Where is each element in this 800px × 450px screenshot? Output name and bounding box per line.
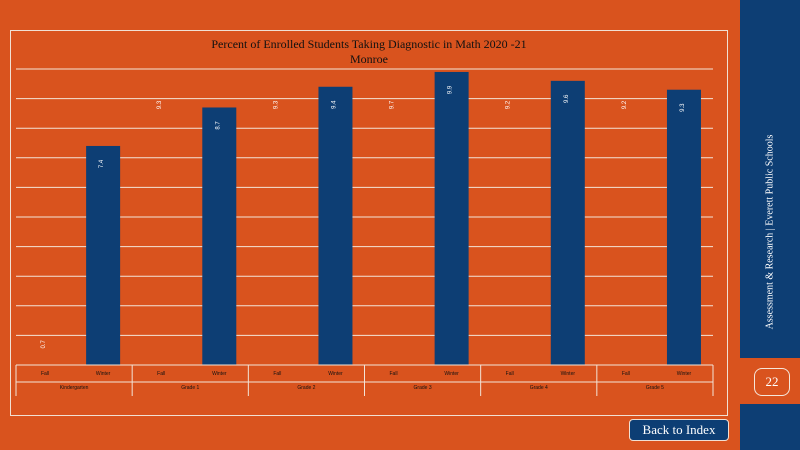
data-label-fall: 0.7 (41, 339, 47, 348)
bar-winter (550, 80, 585, 365)
sidebar-label: Assessment & Research | Everett Public S… (764, 134, 776, 330)
tick-label-season: Winter (96, 371, 111, 377)
tick-label-group: Grade 4 (530, 385, 548, 391)
page-number: 22 (754, 368, 790, 396)
tick-label-group: Grade 3 (414, 385, 432, 391)
tick-label-group: Grade 1 (181, 385, 199, 391)
chart-title: Percent of Enrolled Students Taking Diag… (211, 37, 527, 51)
tick-label-season: Winter (677, 371, 692, 377)
data-label-fall: 9.3 (273, 100, 279, 109)
tick-label-season: Fall (41, 371, 49, 377)
sidebar-accent (740, 358, 800, 404)
data-label-winter: 9.4 (331, 100, 337, 109)
data-label-winter: 9.9 (448, 85, 454, 94)
data-label-fall: 9.3 (157, 100, 163, 109)
tick-label-season: Winter (212, 371, 227, 377)
tick-label-group: Kindergarten (60, 385, 89, 391)
tick-label-season: Fall (622, 371, 630, 377)
tick-label-season: Fall (506, 371, 514, 377)
data-label-fall: 9.2 (622, 100, 628, 109)
tick-label-group: Grade 2 (297, 385, 315, 391)
tick-label-season: Winter (561, 371, 576, 377)
data-label-winter: 7.4 (99, 159, 105, 168)
bar-winter (666, 89, 701, 365)
tick-label-group: Grade 5 (646, 385, 664, 391)
bar-winter (318, 86, 353, 365)
data-label-fall: 9.2 (506, 100, 512, 109)
data-label-winter: 9.6 (564, 94, 570, 103)
back-to-index-button[interactable]: Back to Index (629, 419, 729, 441)
data-label-winter: 9.3 (680, 103, 686, 112)
bar-winter (86, 145, 121, 365)
data-label-winter: 8.7 (215, 121, 221, 130)
tick-label-season: Fall (157, 371, 165, 377)
chart-subtitle: Monroe (350, 52, 388, 66)
bar-winter (202, 107, 237, 365)
tick-label-season: Fall (390, 371, 398, 377)
tick-label-season: Winter (328, 371, 343, 377)
chart-frame (10, 30, 728, 416)
tick-label-season: Fall (273, 371, 281, 377)
data-label-fall: 9.7 (390, 100, 396, 109)
tick-label-season: Winter (444, 371, 459, 377)
bar-winter (434, 71, 469, 366)
